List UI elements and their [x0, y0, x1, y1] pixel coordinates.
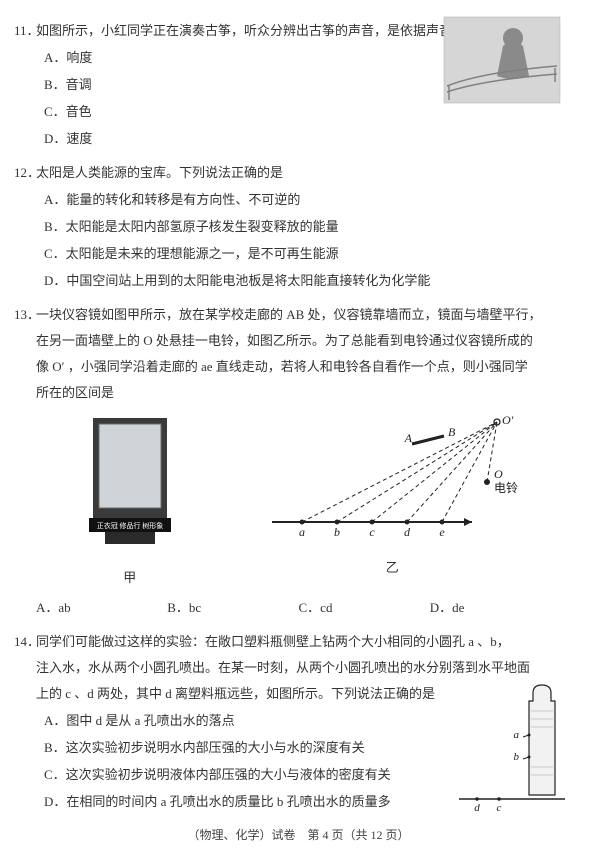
svg-text:a: a [514, 729, 520, 741]
svg-text:d: d [474, 802, 480, 814]
q14-figure: a b d c [457, 677, 567, 815]
q13-figure-yi: a b c d e A B O′ O 电铃 [262, 412, 522, 591]
svg-text:a: a [299, 525, 305, 539]
svg-text:b: b [514, 751, 520, 763]
q13-figure-jia: 正衣冠 修品行 树形象 甲 [75, 412, 185, 591]
q13-options: A．ab B．bc C．cd D．de [36, 595, 561, 621]
svg-text:b: b [334, 525, 340, 539]
svg-text:O: O [494, 467, 503, 481]
q13-opt-c: C．cd [299, 595, 430, 621]
q12-opt-c: C．太阳能是未来的理想能源之一，是不可再生能源 [44, 241, 561, 267]
svg-text:A: A [404, 431, 413, 445]
q11-figure [443, 16, 561, 104]
q13-stem-2: 在另一面墙壁上的 O 处悬挂一电铃，如图乙所示。为了总能看到电铃通过仪容镜所成的 [36, 328, 561, 354]
svg-text:e: e [440, 525, 446, 539]
question-14: 14． 同学们可能做过这样的实验：在敞口塑料瓶侧壁上钻两个大小相同的小圆孔 a … [36, 629, 561, 815]
q13-stem-3: 像 O′ ，小强同学沿着走廊的 ae 直线走动，若将人和电铃各自看作一个点，则小… [36, 354, 561, 380]
svg-text:d: d [404, 525, 411, 539]
page-footer: （物理、化学）试卷 第 4 页（共 12 页） [36, 823, 561, 847]
q13-opt-a: A．ab [36, 595, 167, 621]
q13-label-yi: 乙 [262, 555, 522, 581]
question-12: 12． 太阳是人类能源的宝库。下列说法正确的是 A．能量的转化和转移是有方向性、… [36, 160, 561, 294]
q13-opt-b: B．bc [167, 595, 298, 621]
question-11: 11． 如图所示，小红同学正在演奏古筝，听众分辨出古筝的声音，是依据声音的 A．… [36, 18, 561, 152]
q12-stem: 太阳是人类能源的宝库。下列说法正确的是 [36, 160, 561, 186]
q12-opt-b: B．太阳能是太阳内部氢原子核发生裂变释放的能量 [44, 214, 561, 240]
question-13: 13． 一块仪容镜如图甲所示，放在某学校走廊的 AB 处，仪容镜靠墙而立，镜面与… [36, 302, 561, 621]
q13-num: 13． [14, 302, 40, 328]
q12-opt-d: D．中国空间站上用到的太阳能电池板是将太阳能直接转化为化学能 [44, 268, 561, 294]
q13-stem-4: 所在的区间是 [36, 380, 561, 406]
exam-page: 11． 如图所示，小红同学正在演奏古筝，听众分辨出古筝的声音，是依据声音的 A．… [0, 0, 597, 861]
q11-opt-d: D．速度 [44, 126, 561, 152]
svg-text:c: c [370, 525, 376, 539]
q14-num: 14． [14, 629, 40, 655]
svg-text:电铃: 电铃 [494, 480, 518, 495]
q13-opt-d: D．de [430, 595, 561, 621]
svg-text:c: c [497, 802, 502, 814]
q13-label-jia: 甲 [75, 565, 185, 591]
q13-stem-1: 一块仪容镜如图甲所示，放在某学校走廊的 AB 处，仪容镜靠墙而立，镜面与墙壁平行… [36, 302, 561, 328]
svg-text:O′: O′ [502, 413, 514, 427]
q12-num: 12． [14, 160, 40, 186]
svg-text:正衣冠 修品行 树形象: 正衣冠 修品行 树形象 [97, 521, 164, 530]
q13-figures: 正衣冠 修品行 树形象 甲 a b c [36, 412, 561, 591]
q12-opt-a: A．能量的转化和转移是有方向性、不可逆的 [44, 187, 561, 213]
svg-text:B: B [448, 425, 456, 439]
q14-stem-1: 同学们可能做过这样的实验：在敞口塑料瓶侧壁上钻两个大小相同的小圆孔 a 、b， [36, 629, 561, 655]
q11-num: 11． [14, 18, 40, 44]
